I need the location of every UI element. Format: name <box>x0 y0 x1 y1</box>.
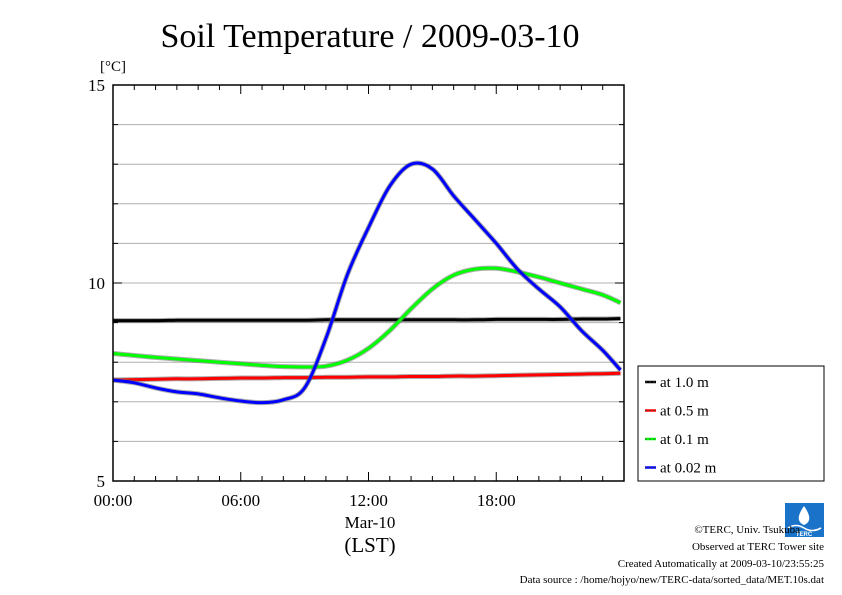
terc-logo-drop-icon <box>798 506 810 525</box>
credit-created: Created Automatically at 2009-03-10/23:5… <box>618 558 825 570</box>
series-layer <box>112 160 623 406</box>
series-line-at-0-02-m <box>112 161 622 405</box>
axis-ticks: 5 10 15 00:00 06:00 12:00 18:00 <box>88 76 625 510</box>
x-axis-unit-label: (LST) <box>344 533 395 557</box>
legend-box <box>637 365 825 482</box>
legend-label-at-0-1-m: at 0.1 m <box>660 432 709 448</box>
credit-site: Observed at TERC Tower site <box>692 541 824 553</box>
legend-label-at-0-02-m: at 0.02 m <box>660 461 717 477</box>
x-tick-label: 12:00 <box>349 491 388 510</box>
series-line-at-1-0-m <box>113 317 621 323</box>
legend-label-at-0-5-m: at 0.5 m <box>660 404 709 420</box>
credit-copyright: ©TERC, Univ. Tsukuba <box>694 524 800 536</box>
legend-label-at-1-0-m: at 1.0 m <box>660 375 709 391</box>
series-line-at-0-5-m <box>112 371 621 382</box>
x-axis-date-label: Mar-10 <box>345 513 396 532</box>
y-tick-label: 15 <box>88 76 105 95</box>
terc-logo-text: TERC <box>796 532 813 538</box>
x-tick-label: 00:00 <box>94 491 133 510</box>
x-tick-label: 18:00 <box>477 491 516 510</box>
y-tick-label: 5 <box>97 472 106 491</box>
legend: at 1.0 m at 0.5 m at 0.1 m at 0.02 m <box>637 365 825 482</box>
terc-logo: TERC <box>785 503 824 538</box>
y-tick-label: 10 <box>88 274 105 293</box>
credit-source: Data source : /home/hojyo/new/TERC-data/… <box>520 574 824 586</box>
x-tick-label: 06:00 <box>221 491 260 510</box>
y-axis-label: [°C] <box>100 59 126 75</box>
series-line-at-0-1-m <box>112 266 622 369</box>
terc-logo-wave-icon <box>787 524 822 532</box>
chart-title: Soil Temperature / 2009-03-10 <box>160 18 579 55</box>
